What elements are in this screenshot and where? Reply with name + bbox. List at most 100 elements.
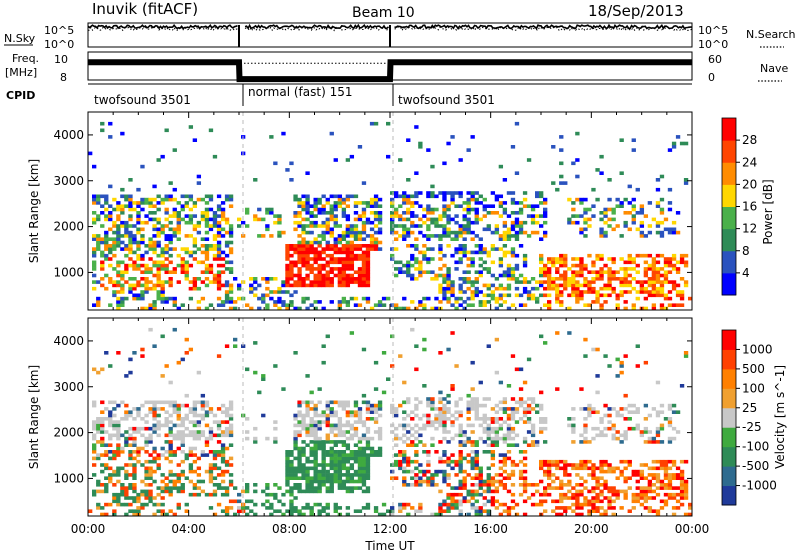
power-cell	[414, 237, 419, 241]
power-cell	[390, 224, 395, 228]
velocity-cell	[688, 502, 693, 507]
velocity-cell	[563, 469, 568, 474]
velocity-cell	[273, 492, 278, 497]
power-cell	[184, 194, 189, 199]
power-cell	[108, 204, 113, 208]
velocity-cell	[466, 436, 471, 441]
velocity-cell	[241, 489, 246, 494]
power-cell	[377, 227, 383, 232]
power-cell	[567, 277, 572, 281]
velocity-cell	[502, 483, 508, 487]
power-ytick-label-3: 4000	[53, 128, 84, 142]
velocity-cell	[349, 463, 355, 467]
power-cell	[655, 293, 661, 298]
velocity-cell	[639, 430, 645, 434]
velocity-cell	[208, 476, 214, 480]
velocity-cell	[679, 459, 685, 464]
power-cell	[116, 290, 121, 294]
power-cell	[474, 191, 479, 195]
power-cell	[176, 217, 181, 222]
power-cell	[317, 240, 322, 245]
velocity-cell	[140, 426, 145, 431]
velocity-cell	[204, 492, 210, 497]
power-cell	[506, 237, 512, 241]
velocity-cell	[289, 489, 294, 494]
velocity-cell	[474, 466, 479, 471]
velocity-cell	[341, 433, 347, 438]
power-cell	[679, 296, 685, 301]
power-cell	[333, 204, 338, 208]
power-cell	[563, 181, 568, 185]
velocity-cell	[579, 463, 584, 467]
power-cell	[591, 270, 596, 274]
power-cell	[474, 277, 479, 281]
power-cell	[216, 286, 222, 291]
power-cell	[128, 283, 133, 288]
power-cell	[188, 220, 194, 225]
velocity-cell	[297, 403, 302, 408]
power-cell	[192, 257, 198, 261]
power-cell	[349, 267, 355, 271]
velocity-cell	[92, 450, 97, 454]
power-cell	[450, 303, 455, 307]
power-cell	[333, 217, 338, 222]
velocity-cell	[555, 387, 560, 391]
velocity-cell	[543, 473, 548, 477]
velocity-cell	[188, 469, 194, 474]
velocity-cell	[615, 374, 620, 378]
power-cell	[414, 214, 419, 218]
velocity-cell	[112, 483, 117, 487]
power-cell	[333, 250, 338, 255]
power-cell	[466, 211, 471, 215]
velocity-cell	[132, 483, 137, 487]
power-cell	[212, 277, 218, 281]
power-cell	[140, 263, 145, 268]
velocity-cell	[659, 423, 665, 428]
velocity-cell	[567, 331, 572, 335]
power-cell	[313, 257, 318, 261]
velocity-cell	[575, 502, 580, 507]
power-cell	[341, 250, 347, 255]
power-cell	[514, 237, 520, 241]
power-cell	[659, 174, 665, 179]
velocity-cell	[450, 420, 455, 424]
velocity-cell	[112, 512, 117, 517]
power-cell	[390, 204, 395, 208]
power-cell	[208, 244, 214, 248]
velocity-cell	[92, 492, 97, 497]
power-cell	[204, 194, 210, 199]
velocity-cell	[679, 469, 685, 474]
velocity-cell	[301, 400, 306, 405]
power-cell	[623, 197, 628, 202]
power-cell	[438, 250, 443, 255]
velocity-cell	[301, 506, 306, 510]
velocity-cell	[220, 456, 226, 461]
velocity-cell	[341, 459, 347, 464]
velocity-cell	[353, 459, 359, 464]
velocity-cell	[498, 423, 504, 428]
velocity-cell	[184, 393, 189, 398]
velocity-cell	[313, 502, 318, 507]
power-cell	[309, 220, 314, 225]
power-cell	[466, 204, 471, 208]
velocity-cell	[329, 479, 334, 484]
velocity-cell	[313, 423, 318, 428]
velocity-cell	[353, 456, 359, 461]
velocity-cell	[547, 483, 552, 487]
velocity-cell	[539, 479, 544, 484]
power-cell	[329, 194, 334, 199]
velocity-cell	[144, 492, 149, 497]
power-cell	[120, 260, 125, 265]
power-cell	[345, 158, 351, 162]
velocity-cell	[482, 430, 487, 434]
power-cell	[611, 270, 616, 274]
power-cell	[108, 244, 113, 248]
power-cell	[329, 211, 334, 215]
power-cell	[353, 244, 359, 248]
power-cell	[269, 207, 274, 212]
power-cell	[394, 247, 399, 251]
velocity-cell	[293, 423, 298, 428]
power-cell	[257, 217, 262, 222]
